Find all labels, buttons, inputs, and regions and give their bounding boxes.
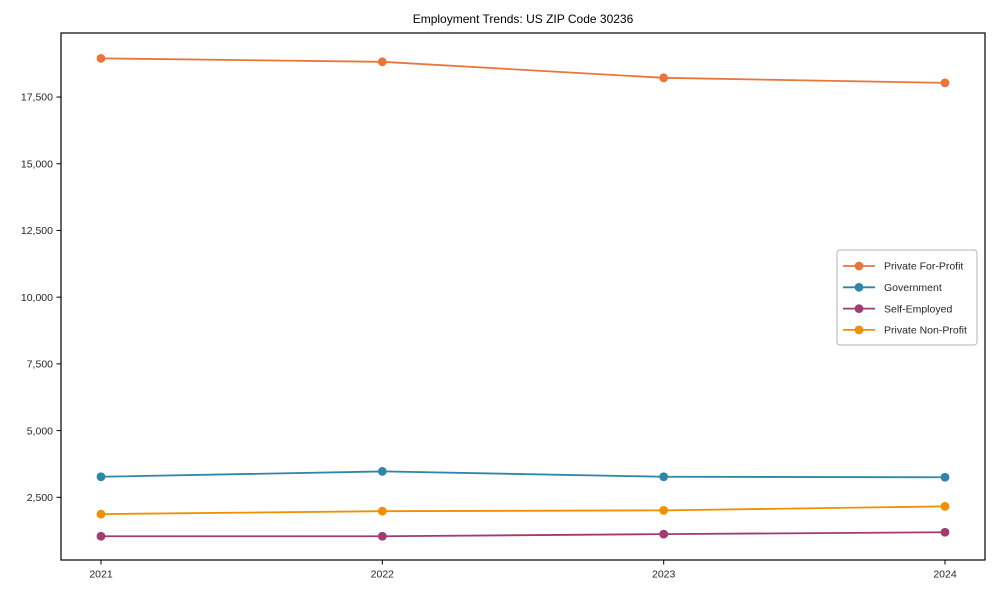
axes-frame (60, 32, 986, 561)
legend-label: Self-Employed (884, 303, 952, 315)
x-tick-label: 2024 (933, 569, 957, 581)
plot-border (60, 32, 986, 561)
y-tick-label: 2,500 (27, 492, 53, 504)
x-tick-label: 2021 (89, 569, 113, 581)
data-point-self-employed (659, 529, 669, 539)
data-point-government (96, 472, 106, 482)
legend: Private For-Profit Government Self-Employe… (836, 249, 978, 346)
legend-label: Private For-Profit (884, 261, 963, 273)
series-line-private-for-profit (100, 57, 946, 84)
series-line-self-employed (101, 531, 946, 538)
y-tick-label: 10,000 (21, 292, 53, 304)
data-point-private-non-profit (96, 509, 106, 519)
data-point-private-for-profit (940, 78, 950, 88)
data-point-self-employed (940, 527, 950, 537)
data-point-private-for-profit (96, 53, 106, 63)
y-tick-label: 5,000 (27, 425, 53, 437)
legend-swatch-marker (854, 282, 864, 292)
legend-swatch-marker (854, 304, 864, 313)
data-point-government (659, 472, 669, 482)
y-tick-label: 12,500 (21, 225, 53, 237)
legend-label: Government (884, 282, 942, 294)
chart-title: Employment Trends: US ZIP Code 30236 (412, 12, 634, 26)
y-tick-label: 17,500 (21, 92, 53, 104)
x-tick-label: 2022 (371, 569, 395, 581)
y-tick-label: 7,500 (27, 359, 53, 371)
data-point-self-employed (96, 531, 106, 541)
data-point-private-for-profit (377, 57, 387, 67)
y-tick-label: 15,000 (21, 158, 53, 170)
data-point-private-non-profit (377, 506, 387, 516)
data-point-private-for-profit (659, 73, 669, 83)
x-tick-label: 2023 (652, 569, 676, 581)
x-axis: 2021 2022 2023 2024 (89, 560, 957, 581)
legend-swatch-marker (854, 261, 864, 271)
series-line-government (100, 470, 946, 479)
y-axis: 2,500 5,000 7,500 10,000 12,500 15,000 17,500 (21, 92, 61, 504)
data-point-government (940, 472, 950, 482)
legend-box (836, 249, 978, 346)
legend-label: Private Non-Profit (884, 325, 967, 337)
data-point-private-non-profit (659, 505, 669, 515)
data-point-private-non-profit (940, 501, 950, 511)
legend-swatch-marker (854, 325, 864, 335)
series-line-private-non-profit (100, 505, 946, 516)
data-point-self-employed (377, 531, 387, 541)
series-group (96, 53, 950, 541)
data-point-government (377, 467, 387, 476)
